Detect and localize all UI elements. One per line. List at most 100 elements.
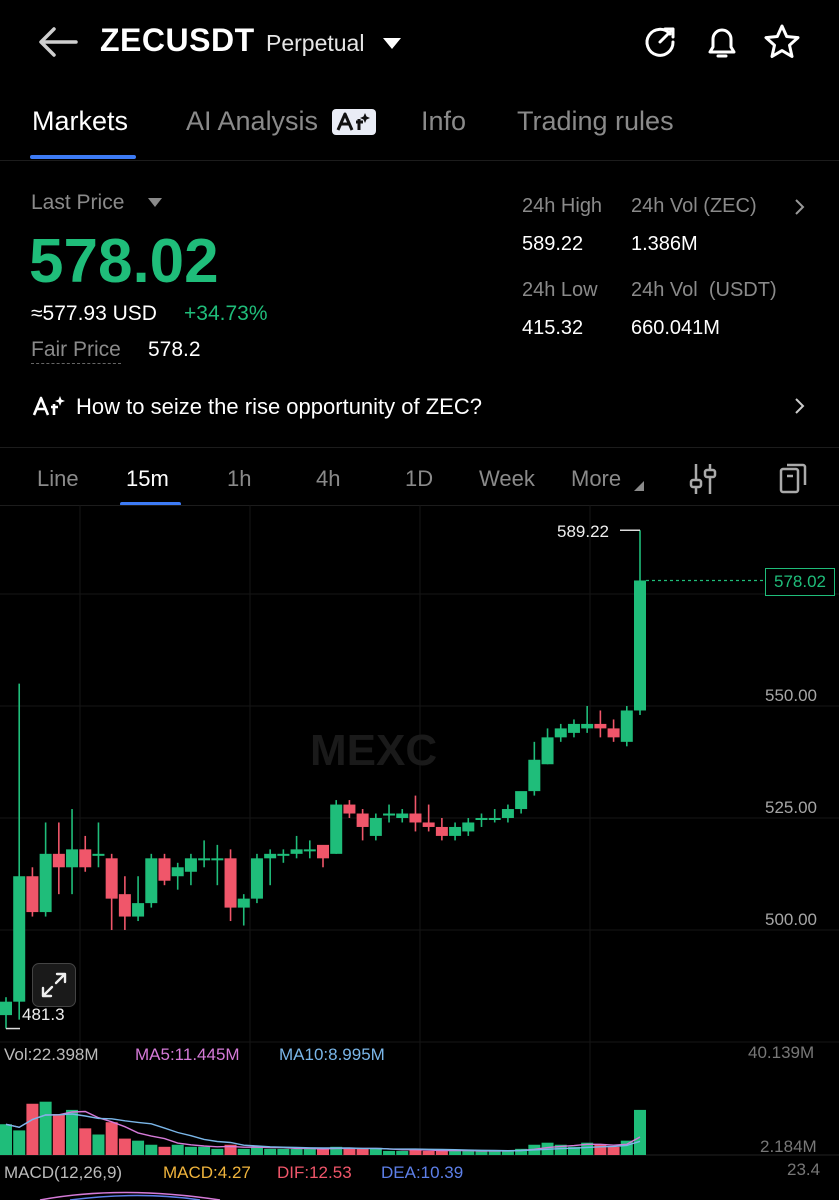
watermark-text: MEXC (310, 726, 437, 775)
volume-bar (26, 1103, 39, 1155)
volume-bar (317, 1148, 329, 1155)
candle-body (528, 759, 541, 792)
volume-ma5: MA5:11.445M (135, 1045, 240, 1064)
fair-price-label[interactable]: Fair Price (31, 338, 121, 364)
volume-bar (79, 1128, 92, 1155)
candle-body (396, 813, 409, 818)
tab-markets[interactable]: Markets (32, 106, 129, 136)
volume-bar (171, 1144, 184, 1155)
candle-body (290, 849, 303, 854)
volume-bar (145, 1144, 158, 1155)
candle-body (92, 853, 105, 856)
bell-icon[interactable] (702, 22, 742, 62)
volume-bar (105, 1122, 118, 1155)
interval-1h[interactable]: 1h (227, 466, 252, 491)
ai-insight-banner[interactable]: How to seize the rise opportunity of ZEC… (0, 380, 839, 432)
candle-body (462, 822, 475, 832)
volume-bar (132, 1140, 145, 1155)
chevron-right-icon[interactable] (793, 397, 805, 415)
volume-axis-max: 40.139M (748, 1043, 815, 1062)
ai-logo-icon (32, 396, 65, 416)
symbol-title[interactable]: ZECUSDT (100, 22, 255, 58)
volume-bar (396, 1150, 409, 1155)
macd-axis-value: 23.4 (787, 1160, 821, 1179)
candlestick-chart[interactable]: MEXC (0, 505, 839, 1200)
back-arrow-icon[interactable] (36, 24, 80, 60)
symbol-dropdown-caret-icon[interactable] (382, 36, 402, 50)
candle-body (26, 876, 39, 913)
candle-body (554, 728, 567, 738)
share-icon[interactable] (640, 22, 680, 62)
volume-axis-min: 2.184M (760, 1137, 817, 1156)
favorite-star-icon[interactable] (762, 22, 802, 62)
candle-body (515, 791, 528, 810)
price-change-percent: +34.73% (184, 302, 268, 325)
stat-24h-vol-zec-label: 24h Vol (ZEC) (631, 195, 757, 217)
candle-body (501, 809, 514, 818)
fair-price-value: 578.2 (148, 338, 201, 361)
active-tab-indicator (30, 155, 136, 159)
candle-body (211, 858, 224, 861)
volume-bar (92, 1134, 105, 1155)
interval-more[interactable]: More (571, 466, 622, 491)
volume-bar (330, 1146, 343, 1155)
candle-body (66, 849, 79, 868)
ai-banner-text[interactable]: How to seize the rise opportunity of ZEC… (76, 394, 482, 419)
candle-body (594, 723, 607, 729)
candle-body (132, 903, 145, 917)
volume-bar (607, 1146, 620, 1155)
volume-ma-lines (5, 1110, 641, 1152)
tab-ai-analysis[interactable]: AI Analysis (186, 106, 319, 136)
ai-badge-icon (332, 109, 376, 135)
candle-body (224, 858, 237, 908)
fullscreen-button[interactable] (32, 963, 76, 1007)
indicator-settings-icon[interactable] (688, 462, 718, 496)
candles-group (0, 530, 646, 1029)
candle-body (422, 822, 435, 827)
volume-bar (409, 1148, 422, 1155)
chevron-right-icon[interactable] (793, 198, 805, 216)
chart-grid (0, 505, 839, 1156)
more-corner-caret-icon (634, 481, 644, 491)
stat-24h-vol-zec-value: 1.386M (631, 233, 698, 255)
last-price-label[interactable]: Last Price (31, 191, 125, 214)
expand-icon (41, 972, 67, 998)
stat-24h-low-value: 415.32 (522, 317, 584, 339)
volume-bar (184, 1146, 197, 1155)
candle-body (330, 804, 343, 854)
volume-bar (620, 1140, 633, 1155)
macd-value: MACD:4.27 (163, 1163, 251, 1182)
volume-bar (52, 1114, 65, 1155)
interval-4h[interactable]: 4h (316, 466, 341, 491)
interval-line[interactable]: Line (37, 466, 79, 491)
candle-body (475, 818, 488, 820)
volume-bar (39, 1101, 52, 1155)
interval-1d[interactable]: 1D (405, 466, 434, 491)
y-axis-label: 550.00 (765, 686, 817, 705)
volume-bar (66, 1109, 79, 1155)
candle-body (13, 876, 26, 1002)
last-price-caret-icon[interactable] (147, 197, 163, 208)
candle-body (250, 858, 263, 899)
volume-bar (13, 1130, 26, 1155)
tab-info[interactable]: Info (421, 106, 467, 136)
candle-body (171, 867, 184, 877)
candle-body (343, 804, 356, 814)
candle-body (620, 710, 633, 742)
candle-body (0, 1001, 12, 1016)
tab-trading-rules[interactable]: Trading rules (517, 106, 674, 136)
interval-week[interactable]: Week (479, 466, 535, 491)
candle-body (409, 813, 422, 823)
contract-type[interactable]: Perpetual (266, 30, 365, 56)
volume-bar (277, 1148, 290, 1155)
volume-bar (422, 1150, 435, 1155)
candle-body (264, 853, 277, 859)
volume-ma10: MA10:8.995M (279, 1045, 385, 1064)
volume-bar (0, 1124, 12, 1155)
volume-bar (475, 1150, 488, 1155)
macd-dif-line (39, 1191, 221, 1200)
copy-layout-icon[interactable] (778, 461, 808, 495)
volume-bar (515, 1148, 528, 1155)
interval-15m[interactable]: 15m (126, 466, 169, 491)
volume-bar (501, 1150, 514, 1155)
